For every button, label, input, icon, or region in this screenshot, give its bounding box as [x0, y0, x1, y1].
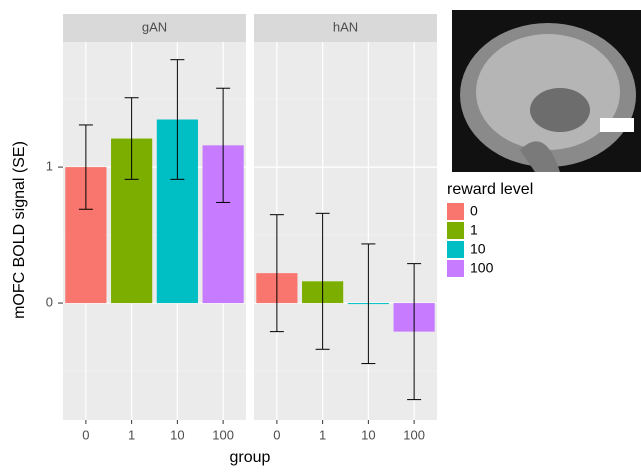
x-tick-label: 100	[403, 427, 425, 442]
y-axis-label: mOFC BOLD signal (SE)	[11, 141, 28, 319]
x-tick-label: 0	[82, 427, 89, 442]
facet-title: hAN	[333, 19, 358, 34]
y-tick-label: 1	[46, 159, 53, 174]
legend-title: reward level	[447, 181, 533, 198]
legend-swatch	[447, 241, 464, 258]
x-tick-label: 0	[273, 427, 280, 442]
legend-label: 10	[470, 241, 486, 257]
x-tick-label: 10	[170, 427, 184, 442]
chart: mOFC BOLD signal (SE) group reward level…	[0, 0, 641, 468]
legend-swatch	[447, 222, 464, 239]
legend-label: 100	[470, 260, 494, 276]
y-tick-label: 0	[46, 295, 53, 310]
legend-swatch	[447, 260, 464, 277]
x-tick-label: 1	[128, 427, 135, 442]
legend-label: 1	[470, 222, 478, 238]
brain-image	[452, 10, 641, 172]
x-tick-label: 100	[212, 427, 234, 442]
x-axis-label: group	[230, 449, 271, 466]
legend-label: 0	[470, 203, 478, 219]
panel	[254, 42, 437, 420]
facet-title: gAN	[142, 19, 167, 34]
x-tick-label: 1	[319, 427, 326, 442]
x-tick-label: 10	[361, 427, 375, 442]
legend-swatch	[447, 203, 464, 220]
